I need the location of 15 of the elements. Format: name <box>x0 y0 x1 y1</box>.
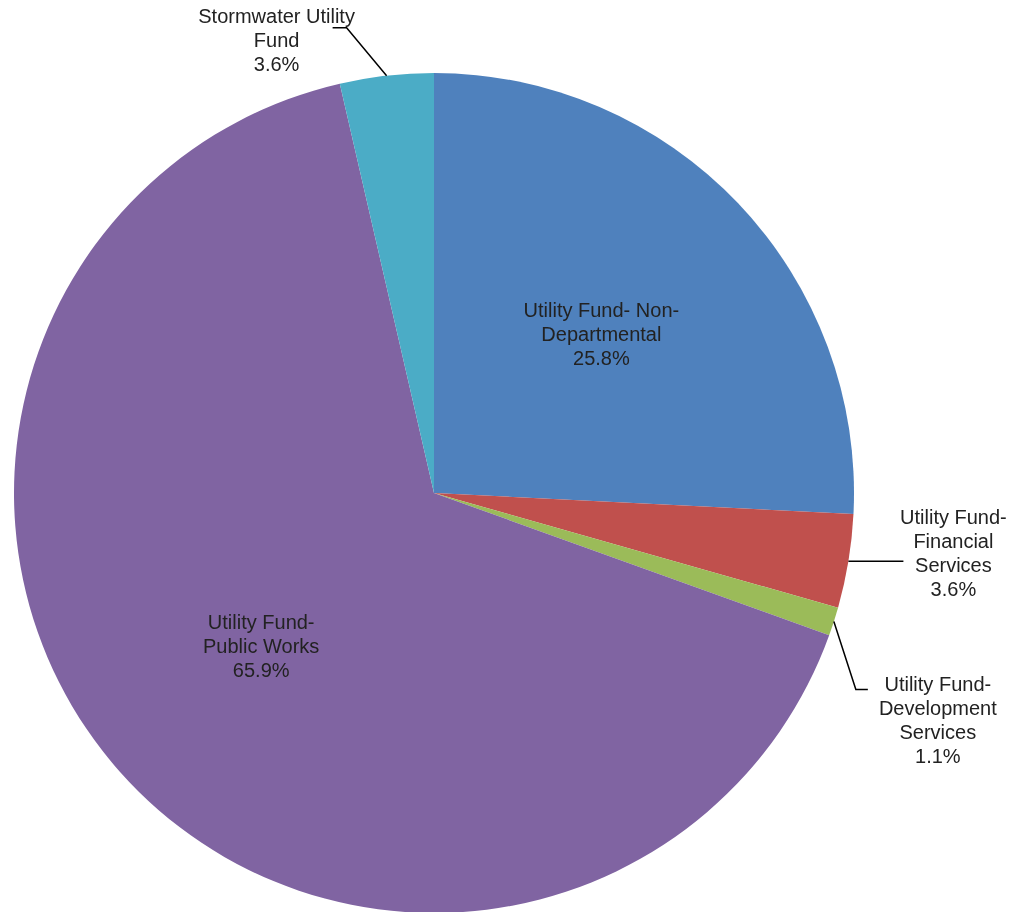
slice-label: Utility Fund- Financial Services <box>900 506 1007 577</box>
data-label: 25.8% <box>573 346 630 369</box>
data-label: 3.6% <box>930 578 977 601</box>
data-label: 1.1% <box>915 744 961 767</box>
slice-label: Stormwater Utility Fund <box>198 4 355 51</box>
pie-slice <box>434 73 854 515</box>
pie-slice <box>434 493 854 608</box>
pie-slice <box>14 83 830 912</box>
slice-label: Utility Fund- Development Services <box>878 672 998 743</box>
slice-label: Utility Fund- Non-Departmental <box>523 298 680 345</box>
data-label: 3.6% <box>253 52 300 75</box>
data-label: 65.9% <box>232 659 290 682</box>
slice-label: Utility Fund- Public Works <box>203 611 320 658</box>
pie-slice <box>339 73 434 493</box>
pie-slice <box>434 493 839 636</box>
